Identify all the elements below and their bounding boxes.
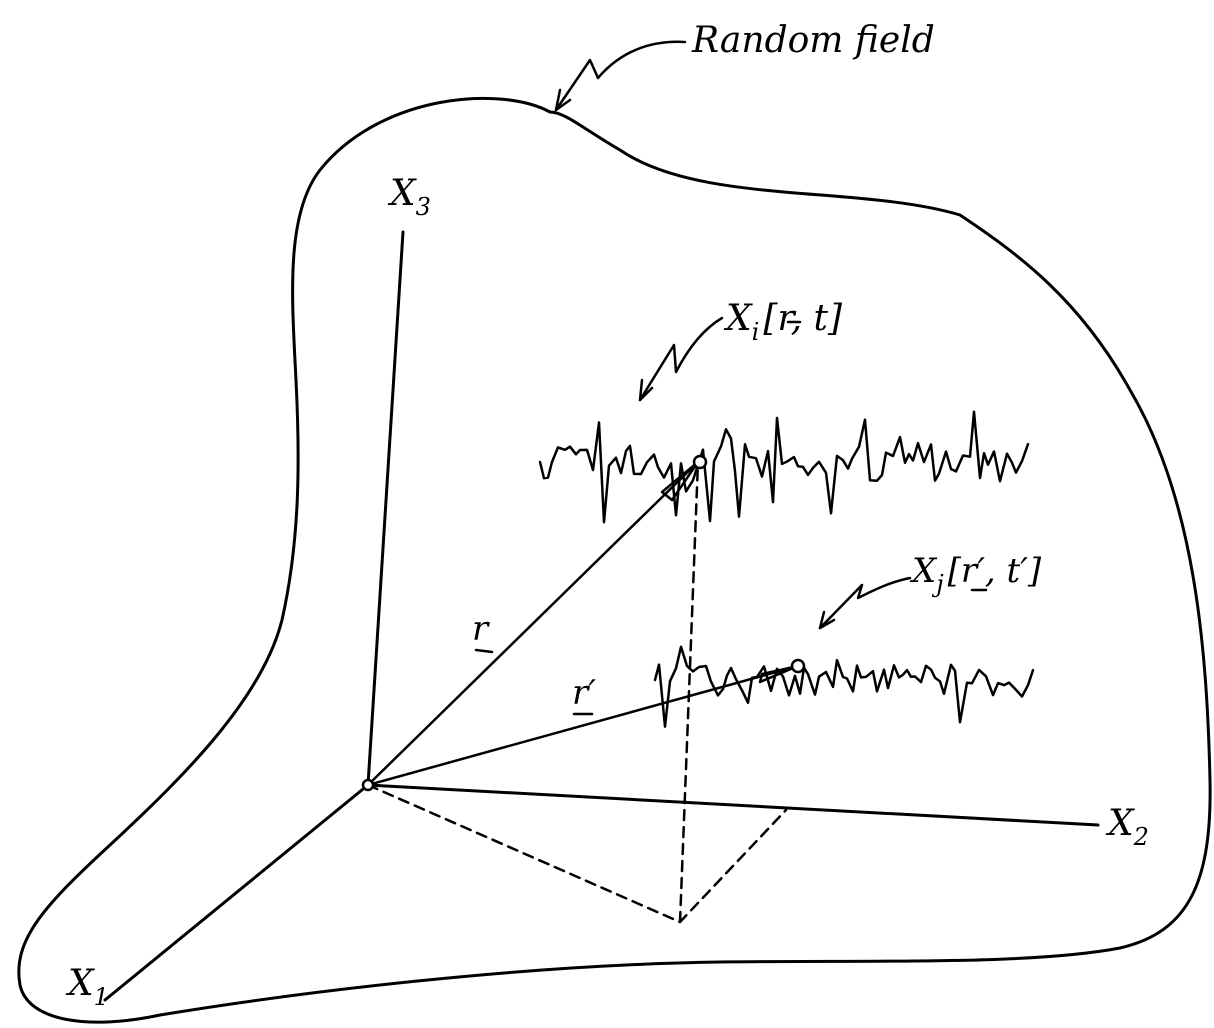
field-label-pointer xyxy=(554,40,687,112)
vector-r-prime-label: r′ xyxy=(572,673,596,713)
x2-axis xyxy=(366,783,1100,827)
vector-r-underline xyxy=(474,648,494,654)
x3-axis xyxy=(366,230,405,787)
vector-r-prime-arrowhead xyxy=(758,664,800,684)
random-field-label: Random field xyxy=(691,20,935,61)
x3-axis-label: X3 xyxy=(387,173,431,221)
random-field-boundary xyxy=(17,96,1212,1024)
origin-point xyxy=(361,778,375,792)
process-xj-trace xyxy=(653,645,1035,728)
xi-label-arrowhead xyxy=(638,378,654,402)
vector-r xyxy=(366,460,700,787)
xj-label-pointer xyxy=(818,576,912,630)
x2-axis-label: X2 xyxy=(1105,803,1149,851)
point-r xyxy=(692,454,708,470)
xi-label-pointer xyxy=(638,316,724,402)
projection-lines xyxy=(366,460,788,924)
process-xi-trace xyxy=(538,410,1030,524)
point-r-prime xyxy=(790,658,806,674)
process-xi-label: Xi [r, t] xyxy=(723,298,843,346)
xj-label-arrowhead xyxy=(818,610,836,630)
vector-r-label: r xyxy=(472,609,490,649)
x1-axis xyxy=(103,783,370,1002)
x1-axis-label: X1 xyxy=(65,963,109,1011)
process-xj-label: Xj [r′, t′] xyxy=(909,551,1042,598)
field-label-arrowhead xyxy=(554,88,572,112)
vector-r-prime xyxy=(366,664,800,787)
